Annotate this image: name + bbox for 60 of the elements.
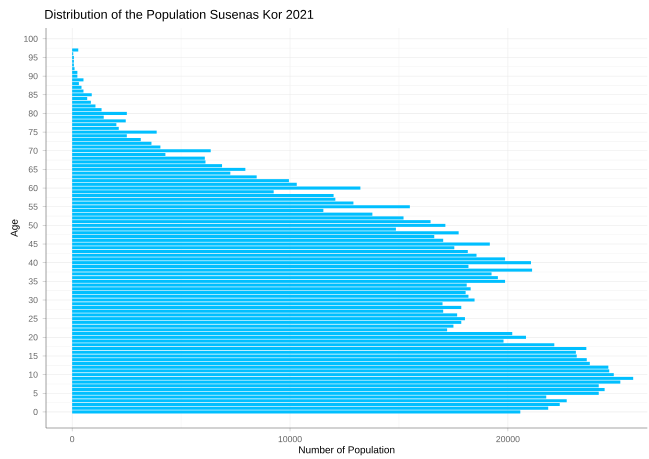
y-tick-label: 80 bbox=[28, 110, 38, 117]
y-tick-label: 60 bbox=[28, 185, 38, 192]
y-tick-label: 10 bbox=[28, 372, 38, 378]
x-tick-label: 0 bbox=[70, 436, 74, 442]
bar bbox=[72, 149, 211, 152]
bar bbox=[72, 388, 605, 392]
bar bbox=[72, 346, 586, 350]
bar bbox=[72, 70, 78, 74]
y-tick-label: 70 bbox=[28, 148, 38, 154]
bar bbox=[72, 168, 246, 171]
bar bbox=[72, 67, 75, 70]
y-tick-label: 45 bbox=[28, 241, 38, 248]
bar bbox=[72, 156, 205, 160]
chart-title: Distribution of the Population Susenas Kor 2021 bbox=[45, 10, 314, 22]
x-tick-label: 20000 bbox=[496, 436, 520, 442]
bar bbox=[72, 205, 410, 208]
bar bbox=[72, 268, 532, 272]
y-axis-title: Age bbox=[10, 220, 20, 237]
x-axis-title: Number of Population bbox=[299, 446, 394, 456]
bar bbox=[72, 320, 462, 324]
bar bbox=[72, 119, 126, 122]
bar bbox=[72, 194, 334, 198]
bar bbox=[72, 306, 462, 309]
bar bbox=[72, 366, 608, 369]
y-tick-label: 95 bbox=[28, 54, 38, 61]
bar bbox=[72, 224, 446, 227]
bar bbox=[72, 280, 506, 283]
bar bbox=[72, 399, 567, 402]
bar bbox=[72, 336, 526, 339]
y-tick-label: 35 bbox=[28, 278, 38, 284]
bar bbox=[72, 186, 360, 190]
bar bbox=[72, 130, 157, 134]
bar bbox=[72, 93, 92, 96]
y-tick-label: 0 bbox=[33, 408, 38, 416]
bar bbox=[72, 242, 490, 246]
y-tick-label: 15 bbox=[28, 352, 38, 359]
y-tick-label: 50 bbox=[28, 222, 38, 228]
y-tick-label: 5 bbox=[34, 390, 38, 396]
bar bbox=[72, 261, 531, 264]
y-tick-label: 100 bbox=[24, 36, 38, 42]
y-tick-label: 75 bbox=[28, 129, 38, 136]
bar bbox=[72, 48, 78, 52]
bar bbox=[72, 358, 587, 362]
bar bbox=[72, 317, 465, 320]
y-tick-label: 20 bbox=[28, 334, 38, 340]
bar bbox=[72, 78, 84, 82]
x-tick-label: 10000 bbox=[278, 436, 302, 442]
y-tick-label: 65 bbox=[28, 166, 38, 172]
y-tick-label: 55 bbox=[28, 204, 38, 210]
bar bbox=[72, 376, 634, 380]
y-tick-label: 85 bbox=[28, 92, 38, 98]
bar bbox=[72, 287, 471, 290]
y-tick-label: 90 bbox=[28, 73, 38, 80]
y-tick-label: 25 bbox=[28, 316, 38, 322]
bar bbox=[72, 298, 475, 302]
bar bbox=[72, 231, 459, 234]
bar bbox=[72, 112, 127, 115]
y-tick-label: 30 bbox=[28, 296, 38, 304]
bar bbox=[72, 86, 82, 89]
y-tick-label: 40 bbox=[28, 260, 38, 266]
